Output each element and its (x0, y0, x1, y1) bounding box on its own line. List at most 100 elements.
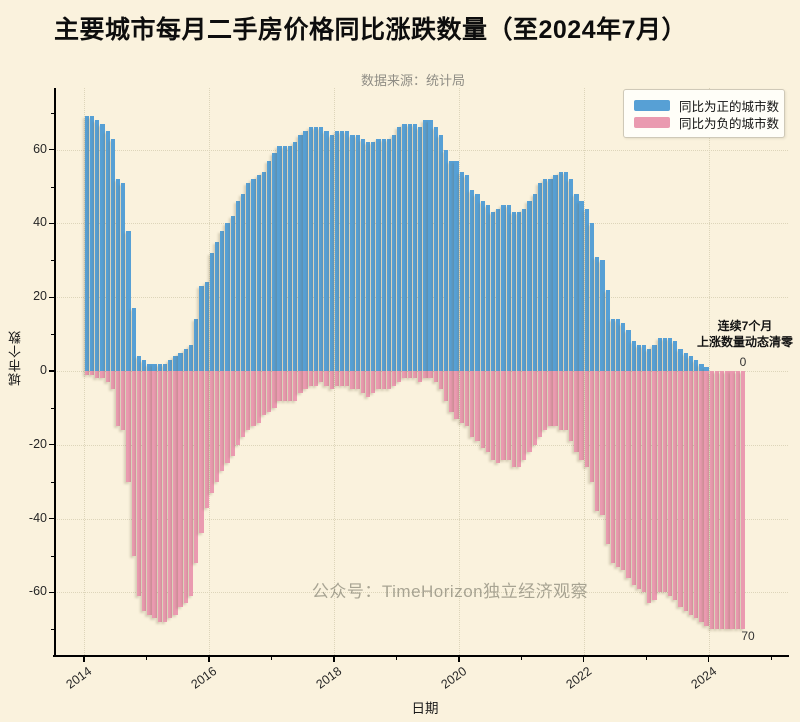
bar-negative (105, 371, 110, 383)
bar-positive (267, 160, 272, 371)
bar-negative (298, 371, 303, 394)
bar-positive (402, 123, 407, 371)
bar-positive (282, 145, 287, 371)
bar-negative (673, 371, 678, 600)
x-minor-tick (271, 657, 273, 660)
x-tick (83, 657, 85, 662)
bar-negative (407, 371, 412, 379)
bar-negative (730, 371, 735, 630)
bar-positive (548, 179, 553, 371)
bar-negative (647, 371, 652, 604)
bar-negative (334, 371, 339, 386)
bar-positive (365, 142, 371, 371)
bar-positive (407, 123, 412, 371)
bar-positive (397, 127, 402, 371)
bar-negative (115, 371, 121, 427)
bar-negative (641, 371, 647, 593)
bar-negative (157, 371, 162, 622)
x-minor-tick (146, 657, 148, 660)
bar-positive (256, 175, 261, 371)
data-source-subtitle: 数据来源：统计局 (360, 73, 465, 88)
bar-negative (694, 371, 699, 619)
bar-negative (188, 371, 194, 597)
y-gridline (55, 518, 788, 520)
legend-item-positive: 同比为正的城市数 (634, 97, 784, 114)
y-minor-tick (51, 112, 54, 114)
bar-negative (725, 371, 730, 630)
bar-negative (595, 371, 600, 512)
bar-positive (126, 230, 131, 371)
bar-positive (423, 120, 428, 371)
bar-negative (365, 371, 371, 397)
bar-positive (162, 363, 168, 371)
bar-positive (595, 256, 600, 371)
bar-negative (475, 371, 480, 442)
bar-negative (235, 371, 241, 445)
bar-negative (277, 371, 282, 401)
x-tick-label: 2024 (688, 664, 719, 692)
legend-item-negative: 同比为负的城市数 (634, 114, 784, 131)
bar-positive (329, 134, 334, 371)
bar-positive (527, 201, 532, 371)
x-minor-tick (646, 657, 648, 660)
bar-negative (345, 371, 350, 386)
bar-positive (694, 359, 699, 371)
bar-positive (459, 171, 464, 371)
chart-title: 主要城市每月二手房价格同比涨跌数量（至2024年7月） (54, 16, 688, 44)
bar-negative (225, 371, 230, 464)
bar-positive (225, 223, 230, 371)
x-tick-label: 2018 (313, 664, 345, 692)
bar-negative (261, 371, 267, 416)
bar-positive (433, 127, 438, 371)
bar-positive (324, 131, 329, 371)
bar-negative (579, 371, 584, 460)
bar-negative (267, 371, 272, 412)
bar-negative (449, 371, 454, 412)
bar-positive (480, 201, 485, 371)
y-tick (49, 370, 54, 372)
bar-positive (313, 127, 319, 371)
y-tick (49, 517, 54, 520)
bar-negative (537, 371, 543, 438)
bar-positive (376, 138, 381, 371)
bar-negative (199, 371, 204, 534)
bar-negative (589, 371, 595, 482)
bar-positive (641, 345, 647, 371)
bar-positive (220, 230, 225, 371)
bar-positive (204, 282, 209, 371)
bar-positive (381, 138, 386, 371)
bar-positive (319, 127, 324, 371)
bar-negative (147, 371, 152, 615)
bar-positive (464, 175, 470, 371)
bar-negative (386, 371, 392, 390)
x-minor-tick (396, 657, 398, 660)
bar-negative (293, 371, 298, 401)
bar-negative (350, 371, 355, 390)
bar-negative (480, 371, 485, 449)
bar-positive (386, 138, 392, 371)
y-minor-tick (51, 407, 54, 409)
bar-positive (683, 352, 688, 371)
x-tick (208, 657, 210, 662)
bar-positive (246, 182, 251, 371)
bar-positive (678, 348, 683, 371)
bar-negative (543, 371, 548, 431)
bar-negative (464, 371, 470, 427)
bar-negative (563, 371, 569, 431)
bar-negative (438, 371, 444, 390)
bar-positive (339, 131, 345, 371)
bar-negative (355, 371, 360, 390)
annotation-text: 连续7个月 上涨数量动态清零 (660, 318, 800, 350)
bar-negative (246, 371, 251, 431)
bar-negative (178, 371, 183, 608)
bar-positive (454, 160, 459, 371)
bar-negative (506, 371, 511, 460)
bar-negative (329, 371, 334, 390)
bar-positive (152, 363, 157, 371)
bar-positive (168, 359, 173, 371)
x-tick (458, 657, 460, 662)
bar-negative (360, 371, 366, 394)
bar-positive (626, 330, 631, 371)
bar-positive (214, 241, 220, 371)
bar-positive (418, 127, 423, 371)
